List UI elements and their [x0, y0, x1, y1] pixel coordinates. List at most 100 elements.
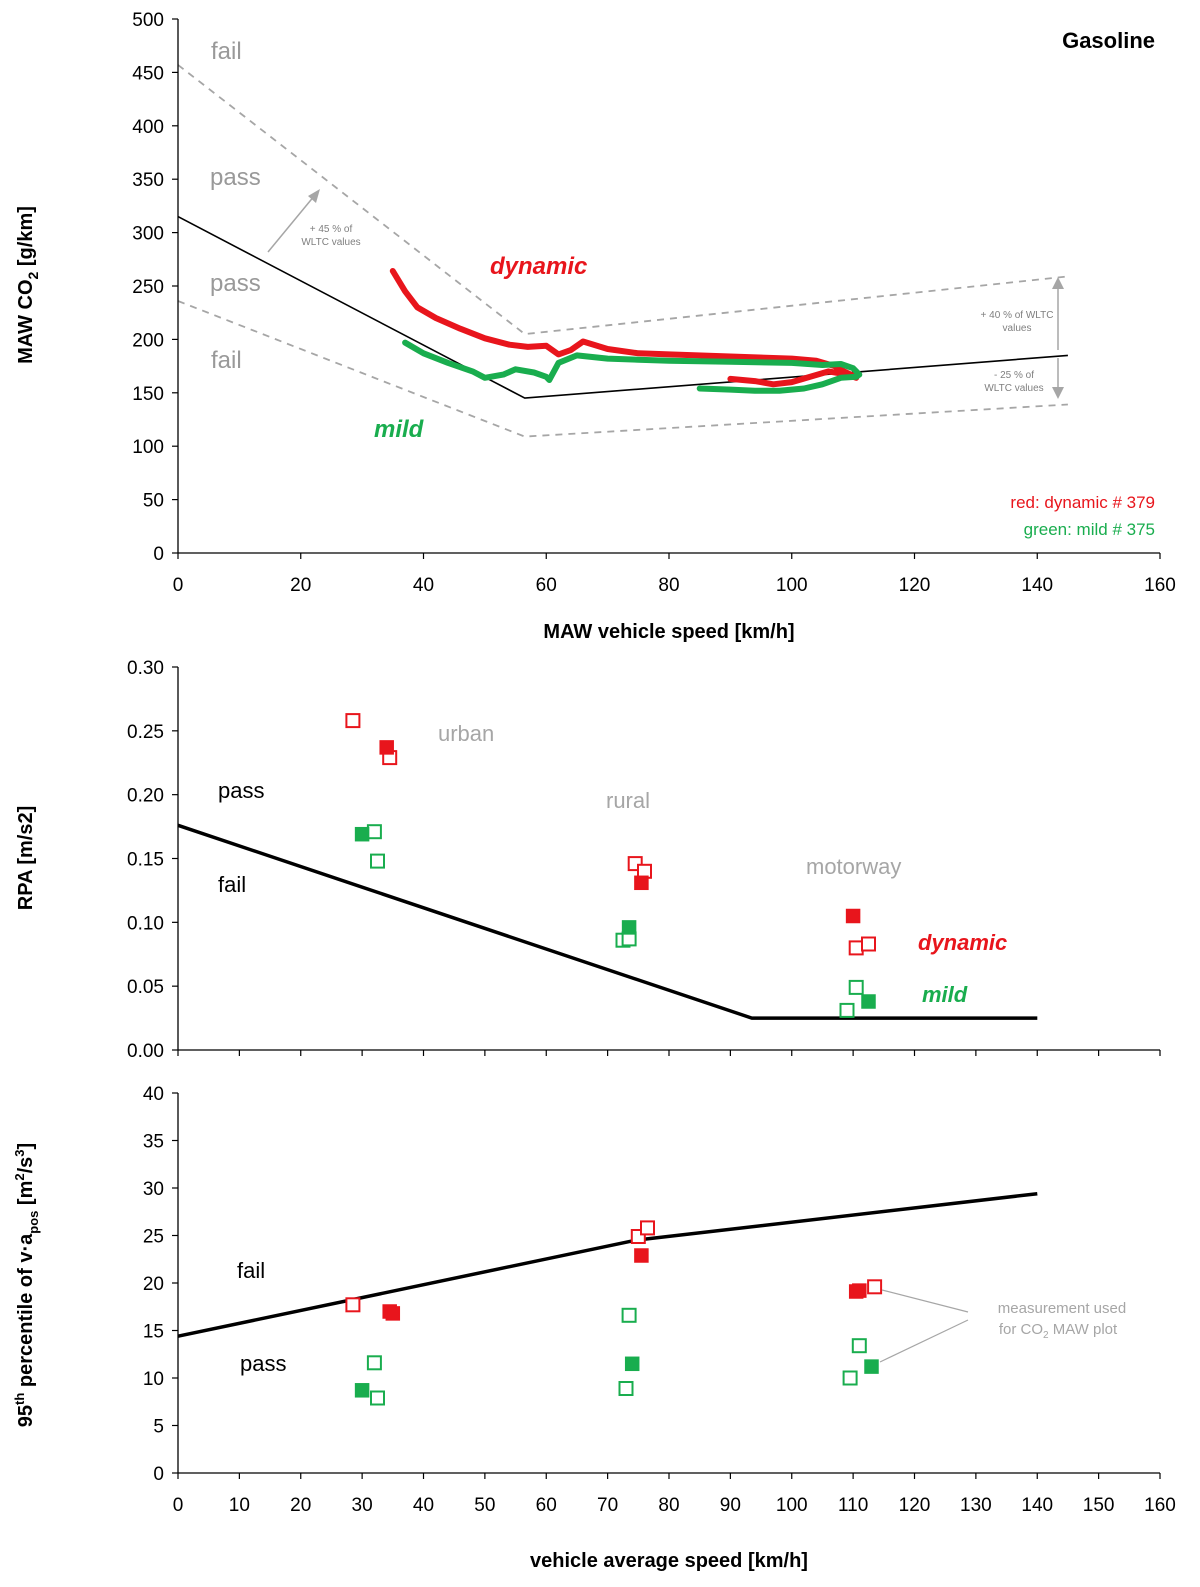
- y-tick-label: 50: [143, 491, 164, 512]
- open-marker-mild: [366, 824, 382, 840]
- y-tick-label: 30: [143, 1179, 164, 1200]
- y-tick-label: 35: [143, 1132, 164, 1153]
- open-marker-mild: [370, 853, 385, 869]
- open-marker-dynamic: [345, 1297, 361, 1313]
- annotation-arrow-upper: [267, 194, 316, 253]
- annotation-upper-line2: WLTC values: [301, 237, 360, 248]
- x-tick-label: 120: [899, 575, 931, 596]
- open-marker-mild: [366, 1355, 382, 1371]
- vapos-limit-line: [177, 1191, 1038, 1338]
- x-tick-label: 100: [776, 1495, 808, 1516]
- x-tick-label: 20: [290, 575, 311, 596]
- region-label-upper-fail: fail: [211, 38, 242, 65]
- annotation-upper-line1: + 45 % of: [310, 224, 353, 235]
- series-label-mild: mild: [374, 416, 425, 443]
- x-tick-label: 110: [838, 1495, 868, 1516]
- y-tick-label: 200: [132, 330, 164, 351]
- x-axis-label-top: MAW vehicle speed [km/h]: [543, 621, 794, 643]
- upper-limit-line: [177, 64, 1068, 336]
- filled-marker-dynamic: [634, 1248, 649, 1263]
- phase-label-rural: rural: [606, 788, 650, 813]
- phase-label-urban: urban: [438, 721, 494, 746]
- annotation-right-upper-line2: values: [1003, 323, 1032, 334]
- y-tick-label: 150: [132, 384, 164, 405]
- open-marker-dynamic: [848, 940, 864, 956]
- filled-marker-dynamic: [852, 1283, 867, 1298]
- rpa-markers: [345, 713, 876, 1018]
- open-marker-dynamic: [345, 713, 361, 729]
- y-tick-label: 0.30: [127, 658, 164, 679]
- open-marker-mild: [851, 1338, 867, 1354]
- region-label-upper-pass: pass: [210, 164, 261, 191]
- rpa-region-fail: fail: [218, 872, 246, 897]
- filled-marker-mild: [624, 1356, 640, 1372]
- x-axis-label-bottom: vehicle average speed [km/h]: [530, 1550, 808, 1572]
- x-tick-label: 20: [290, 1495, 311, 1516]
- x-tick-label: 30: [352, 1495, 373, 1516]
- open-marker-dynamic: [640, 1220, 655, 1236]
- rpa-series-label-dynamic: dynamic: [918, 930, 1007, 955]
- ylabel-part-95: 95: [15, 1405, 37, 1427]
- y-tick-label: 0.20: [127, 786, 164, 807]
- open-marker-dynamic: [867, 1279, 883, 1295]
- y-tick-label: 20: [143, 1274, 164, 1295]
- legend-note-dynamic: red: dynamic # 379: [1010, 493, 1155, 512]
- y-tick-label: 450: [132, 63, 164, 84]
- x-tick-label: 90: [720, 1495, 741, 1516]
- y-tick-label: 0.25: [127, 722, 164, 743]
- annotation-pointer-dynamic: [881, 1289, 969, 1313]
- x-tick-label: 50: [474, 1495, 495, 1516]
- ylabel-part-percentile: percentile of v·a: [15, 1233, 37, 1393]
- open-marker-mild: [839, 1002, 855, 1018]
- filled-marker-mild: [354, 1383, 370, 1398]
- x-tick-label: 60: [536, 1495, 557, 1516]
- x-tick-label: 0: [173, 1495, 184, 1516]
- x-tick-label: 60: [536, 575, 557, 596]
- y-tick-label: 0: [153, 1464, 164, 1485]
- vapos-region-pass: pass: [240, 1351, 286, 1376]
- filled-marker-dynamic: [379, 740, 394, 755]
- open-marker-mild: [842, 1370, 858, 1386]
- annotation-right-upper-line1: + 40 % of WLTC: [981, 310, 1054, 321]
- ylabel-part-sq: 2: [12, 1173, 27, 1180]
- annotation-arrowhead-right-lower: [1052, 387, 1064, 399]
- ylabel-part-th: th: [12, 1393, 27, 1405]
- y-tick-label: 400: [132, 117, 164, 138]
- x-tick-label: 130: [960, 1495, 992, 1516]
- x-tick-label: 40: [413, 575, 434, 596]
- rpa-limit-line: [177, 823, 1038, 1020]
- vapos-markers: [345, 1220, 883, 1406]
- rpa-region-pass: pass: [218, 778, 264, 803]
- filled-marker-dynamic: [845, 908, 861, 924]
- y-tick-label: 0.15: [127, 850, 164, 871]
- region-label-lower-pass: pass: [210, 270, 261, 297]
- x-tick-label: 160: [1144, 575, 1176, 596]
- open-marker-mild: [618, 1381, 634, 1396]
- y-tick-label: 10: [143, 1369, 164, 1390]
- y-tick-label: 0: [153, 544, 164, 565]
- ylabel-part-cube: 3: [12, 1149, 27, 1156]
- annotation-line2-main: for CO: [999, 1321, 1043, 1338]
- y-tick-label: 500: [132, 10, 164, 31]
- open-marker-mild: [621, 1307, 637, 1323]
- filled-marker-dynamic: [385, 1306, 401, 1321]
- lower-limit-line: [177, 300, 1068, 438]
- x-tick-label: 80: [658, 575, 679, 596]
- y-tick-label: 100: [132, 437, 164, 458]
- rpa-axes: 0.00 0.05 0.10 0.15 0.20 0.25 0.30: [127, 658, 1161, 1062]
- x-tick-label: 80: [658, 1495, 679, 1516]
- y-tick-label: 0.10: [127, 913, 164, 934]
- annotation-line2-rest: MAW plot: [1049, 1321, 1118, 1338]
- annotation-right-lower-line1: - 25 % of: [994, 370, 1034, 381]
- vapos-limit-line-path: [177, 1191, 1038, 1338]
- co2-axes: 0 50 100 150 200 250 300 350 400 450 500 0 20 40 60 80 1…: [132, 10, 1176, 596]
- y-tick-label: 25: [143, 1227, 164, 1248]
- annotation-arrowhead-upper: [308, 189, 320, 203]
- phase-label-motorway: motorway: [806, 854, 901, 879]
- y-tick-label: 15: [143, 1322, 164, 1343]
- chart-title: Gasoline: [1062, 28, 1155, 53]
- x-tick-label: 140: [1021, 1495, 1053, 1516]
- annotation-arrowhead-right-upper: [1052, 277, 1064, 289]
- ylabel-part-per-s: /s: [15, 1157, 37, 1174]
